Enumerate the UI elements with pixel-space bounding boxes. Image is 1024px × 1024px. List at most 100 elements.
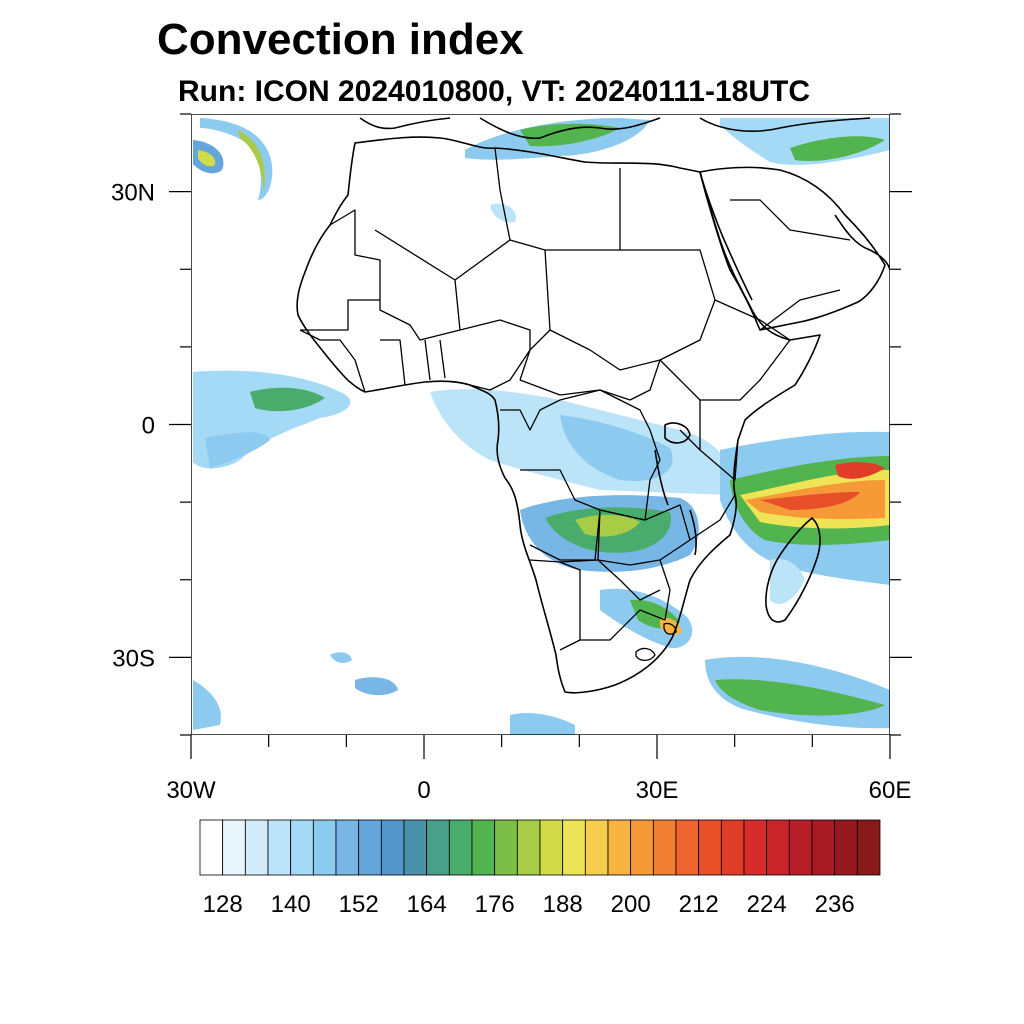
colorbar-swatch — [698, 819, 722, 876]
colorbar-swatch — [811, 819, 836, 876]
colorbar-swatch — [471, 819, 496, 876]
cyclone-band — [200, 118, 273, 200]
patch-south-atlantic-4 — [510, 713, 575, 735]
atlantic-streak — [205, 432, 270, 468]
lake-malawi — [689, 509, 697, 556]
border-libya-egypt — [509, 168, 621, 251]
red-sea — [699, 171, 753, 301]
colorbar-swatch — [607, 819, 632, 876]
x-tick-label: 30W — [166, 777, 216, 804]
colorbar-swatch — [403, 819, 428, 876]
country-borders — [299, 147, 851, 662]
colorbar-label: 188 — [543, 891, 583, 918]
chart-subtitle: Run: ICON 2024010800, VT: 20240111-18UTC — [178, 75, 810, 108]
europe-coastline — [359, 117, 871, 140]
border-car — [519, 359, 661, 401]
colorbar-swatch — [584, 819, 609, 876]
colorbar-swatch — [834, 819, 858, 876]
lake-victoria — [664, 422, 691, 444]
map-panel — [191, 114, 890, 735]
patch-south-atlantic-2 — [355, 677, 398, 696]
colorbar: 128 140 152 164 176 188 200 212 224 236 — [199, 819, 881, 918]
border-saudi — [730, 199, 851, 331]
angola-zambia-peak — [575, 514, 640, 537]
colorbar-swatch — [516, 819, 541, 876]
colorbar-label: 164 — [407, 891, 447, 918]
border-congo — [500, 389, 661, 561]
colorbar-swatch — [743, 819, 768, 876]
middle-east-core — [790, 136, 885, 162]
colorbar-swatch — [448, 819, 473, 876]
axes: 30W 0 30E 60E 30N 0 30S — [111, 113, 912, 804]
border-namibia-botswana — [559, 559, 661, 651]
patch-south-atlantic-1 — [330, 652, 352, 663]
colorbar-swatch — [720, 819, 745, 876]
border-west-africa-1 — [299, 329, 366, 393]
colorbar-label: 128 — [203, 891, 243, 918]
border-ethiopia — [659, 299, 791, 401]
border-chad — [519, 249, 551, 381]
colorbar-label: 176 — [475, 891, 515, 918]
patch-sahara — [490, 203, 516, 223]
colorbar-swatch — [222, 819, 246, 876]
indian-ocean-red-east — [835, 462, 885, 479]
congo-inner — [560, 415, 673, 481]
colorbar-label: 200 — [611, 891, 651, 918]
convection-field — [193, 118, 890, 735]
colorbar-swatch — [358, 819, 382, 876]
colorbar-swatch — [675, 819, 700, 876]
x-tick-label: 0 — [417, 777, 430, 804]
colorbar-swatch — [199, 819, 224, 876]
colorbar-swatch — [426, 819, 450, 876]
border-south-africa — [580, 609, 666, 641]
gulf-of-guinea-core — [250, 387, 325, 412]
cyclone-inner-core — [198, 150, 216, 167]
colorbar-swatch — [267, 819, 292, 876]
patch-madagascar — [770, 558, 805, 604]
border-sudan — [549, 249, 716, 371]
colorbar-swatch — [494, 819, 518, 876]
y-tick-label: 0 — [142, 413, 155, 440]
lake-tanganyika — [654, 449, 669, 506]
colorbar-swatch — [539, 819, 564, 876]
colorbar-swatch — [652, 819, 677, 876]
border-mozambique — [659, 494, 736, 621]
south-indian-ocean-core — [715, 679, 885, 716]
colorbar-label: 236 — [815, 891, 855, 918]
mediterranean-core — [520, 123, 620, 147]
madagascar-coastline — [765, 517, 821, 623]
indian-ocean-red — [760, 492, 860, 510]
x-tick-label: 30E — [636, 777, 679, 804]
persian-gulf — [834, 214, 890, 271]
cyclone-core — [238, 130, 265, 192]
coastlines — [296, 117, 890, 694]
colorbar-swatch — [290, 819, 314, 876]
arabia-coastline — [699, 166, 886, 331]
colorbar-swatch — [562, 819, 586, 876]
colorbar-label: 152 — [339, 891, 379, 918]
chart-title: Convection index — [157, 15, 524, 64]
colorbar-swatch — [335, 819, 360, 876]
colorbar-swatch — [766, 819, 790, 876]
colorbar-label: 212 — [679, 891, 719, 918]
colorbar-swatch — [312, 819, 337, 876]
border-nigeria — [459, 319, 531, 391]
colorbar-label: 140 — [271, 891, 311, 918]
y-tick-label: 30N — [111, 180, 155, 207]
border-eswatini — [663, 622, 677, 635]
colorbar-swatch — [380, 819, 405, 876]
colorbar-swatch — [244, 819, 269, 876]
border-lesotho — [635, 647, 656, 662]
border-sahara-west — [300, 209, 381, 331]
colorbar-swatch — [630, 819, 654, 876]
border-kenya-tanzania — [679, 400, 739, 481]
colorbar-swatch — [788, 819, 813, 876]
border-libya-algeria — [454, 147, 511, 281]
border-west-africa-2 — [380, 339, 446, 386]
patch-south-atlantic-3 — [193, 680, 221, 730]
colorbar-label: 224 — [747, 891, 787, 918]
x-tick-label: 60E — [869, 777, 912, 804]
y-tick-label: 30S — [112, 645, 155, 672]
colorbar-swatch — [856, 819, 881, 876]
